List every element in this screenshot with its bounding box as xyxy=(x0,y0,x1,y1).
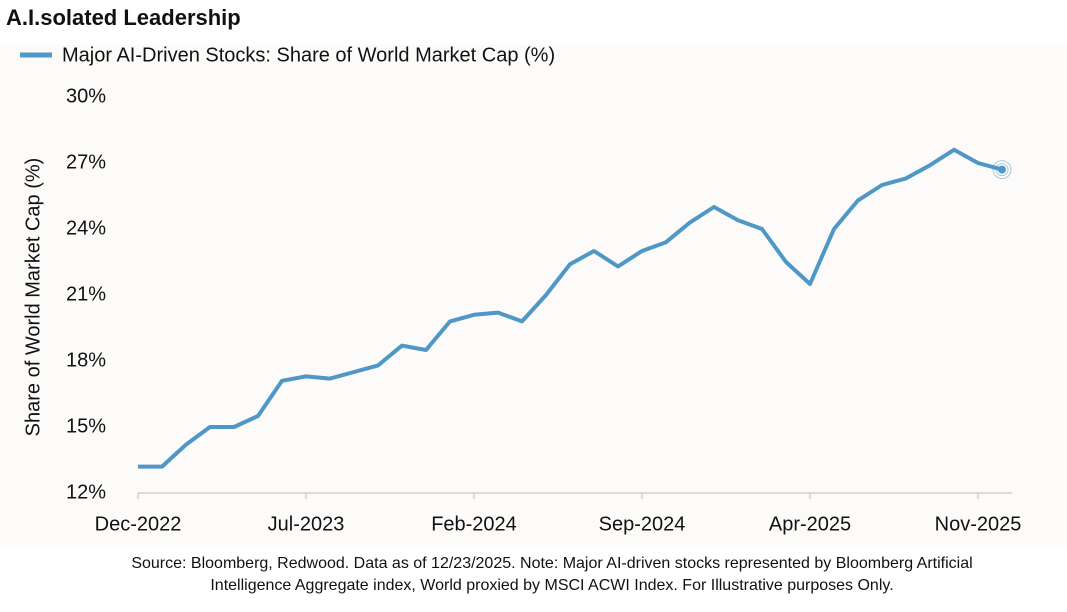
end-marker xyxy=(998,165,1006,174)
y-tick-label: 12% xyxy=(66,481,106,503)
x-tick-label: Apr-2025 xyxy=(769,513,851,535)
y-tick-label: 18% xyxy=(66,349,106,371)
y-tick-label: 27% xyxy=(66,151,106,173)
legend-label: Major AI-Driven Stocks: Share of World M… xyxy=(62,44,555,66)
end-ring xyxy=(992,160,1012,180)
source-note: Intelligence Aggregate index, World prox… xyxy=(210,577,893,594)
end-ring xyxy=(995,163,1009,177)
series-line xyxy=(138,147,1003,469)
y-axis-label: Share of World Market Cap (%) xyxy=(22,158,44,437)
x-tick-label: Sep-2024 xyxy=(599,513,686,535)
y-tick-label: 15% xyxy=(66,415,106,437)
y-tick-label: 21% xyxy=(66,283,106,305)
x-tick-label: Feb-2024 xyxy=(431,513,517,535)
x-tick-label: Jul-2023 xyxy=(268,513,345,535)
source-note: Source: Bloomberg, Redwood. Data as of 1… xyxy=(131,555,972,572)
x-tick-label: Dec-2022 xyxy=(95,513,182,535)
y-tick-label: 30% xyxy=(66,85,106,107)
plot-background xyxy=(0,45,1067,545)
chart-title: A.I.solated Leadership xyxy=(6,5,241,30)
x-tick-label: Nov-2025 xyxy=(935,513,1022,535)
y-tick-label: 24% xyxy=(66,217,106,239)
